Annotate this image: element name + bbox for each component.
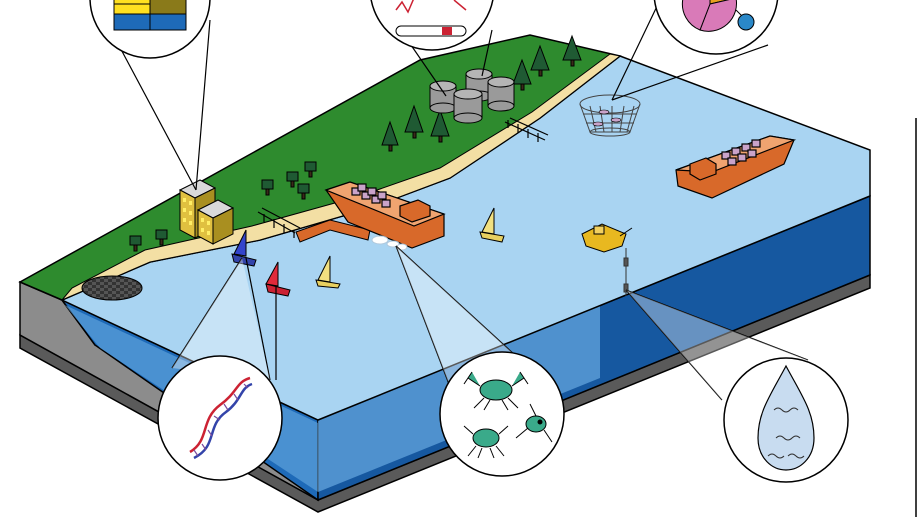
oil-tank-icon — [429, 68, 515, 124]
callout-biota — [439, 351, 565, 477]
tree-icon — [304, 161, 317, 178]
tree-icon — [261, 179, 274, 196]
tree-icon — [430, 108, 450, 143]
copepod-icon — [515, 403, 553, 443]
sailboat-icon — [265, 261, 291, 297]
office-building-icon — [178, 179, 235, 245]
tree-icon — [381, 120, 399, 152]
callout-pie-chart — [653, 0, 779, 55]
callout-dna — [157, 355, 283, 481]
cargo-ship-icon — [675, 135, 797, 199]
ship-wake — [371, 235, 408, 251]
tree-icon — [530, 44, 550, 77]
tree-icon — [129, 235, 142, 252]
beach — [61, 53, 622, 301]
tree-icon — [297, 183, 310, 200]
callout-gauge — [370, 0, 494, 51]
breakwater-rocks — [81, 275, 143, 301]
tree-icon — [512, 58, 532, 91]
callout-water-sample — [723, 357, 849, 483]
pier — [257, 117, 549, 238]
callout-data-table — [89, 0, 211, 59]
water-drop-icon — [757, 364, 815, 471]
tree-icon — [562, 34, 582, 67]
tugboat-icon — [581, 223, 633, 253]
dna-icon — [189, 376, 253, 460]
tree-icon — [404, 104, 424, 139]
sampling-line — [623, 248, 629, 296]
cargo-ship-icon — [324, 181, 446, 249]
crab-icon — [463, 371, 529, 411]
fish-icon — [592, 109, 622, 127]
tree-icon — [155, 229, 168, 246]
tree-group — [129, 34, 582, 252]
pie-chart-icon — [681, 0, 755, 32]
gauge-icon — [395, 0, 467, 37]
tree-icon — [286, 171, 299, 188]
crab-icon — [463, 425, 509, 459]
sailboat-icon — [479, 207, 505, 243]
sailboat-icon — [315, 255, 341, 289]
bar-chart-icon — [113, 0, 187, 31]
fish-net-icon — [579, 94, 641, 137]
quay — [295, 219, 371, 243]
sailboat-icon — [231, 229, 257, 267]
